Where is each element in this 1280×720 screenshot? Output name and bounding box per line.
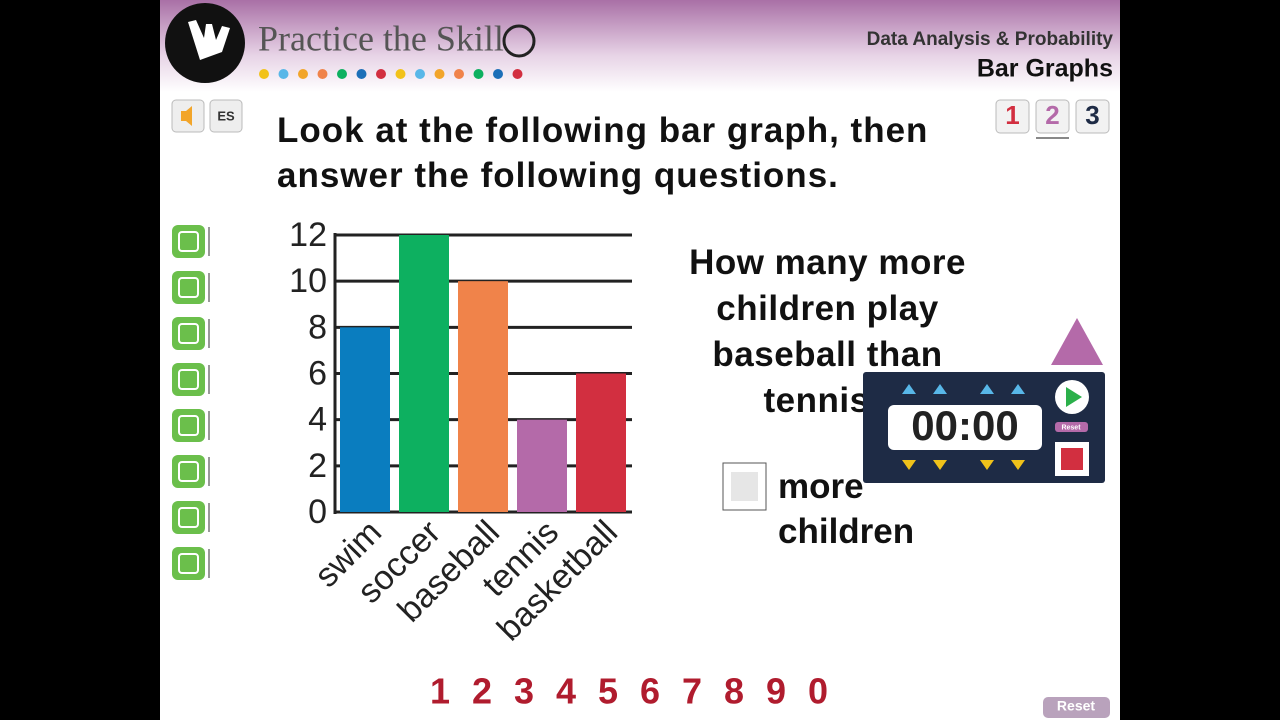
y-tick-label: 4 [308,401,327,439]
decor-dots [259,69,523,79]
tool-button[interactable] [172,363,205,396]
topic: Bar Graphs [977,55,1113,83]
timer-play-icon [1066,387,1082,407]
tool-button[interactable] [172,225,205,258]
decor-dot [454,69,464,79]
timer-display: 00:00 [911,402,1018,449]
y-tick-label: 2 [308,447,327,485]
decor-dot [317,69,328,79]
bar [340,327,390,512]
tool-icon [178,415,199,436]
tool-icon [178,231,199,252]
decor-dot [278,69,289,79]
language-button[interactable] [209,99,243,133]
decor-dot [259,69,269,79]
tool-button[interactable] [172,409,205,442]
page-button[interactable] [1035,99,1070,134]
answer-label: more children [778,467,915,551]
tool-icon [178,461,199,482]
y-tick-label: 0 [308,493,327,531]
decor-dot [434,69,445,79]
keypad-key[interactable]: 2 [472,671,492,712]
stopwatch-icon [502,24,536,58]
content-area [160,0,1120,720]
bar [399,235,449,512]
decor-dot [376,69,386,79]
keypad-key[interactable]: 4 [556,671,576,712]
app-title: Practice the Skill [258,18,504,58]
tool-icon [178,369,199,390]
keypad-key[interactable]: 7 [682,671,702,712]
language-label: ES [217,108,235,123]
y-tick-label: 6 [308,354,327,392]
page-label: 3 [1085,100,1099,130]
bar [576,373,626,512]
keypad-key[interactable]: 8 [724,671,744,712]
tool-icon [178,553,199,574]
keypad-key[interactable]: 1 [430,671,450,712]
tool-icon [178,507,199,528]
subject: Data Analysis & Probability [867,29,1114,50]
y-tick-label: 12 [289,216,327,254]
keypad-key[interactable]: 0 [808,671,828,712]
decor-dot [395,69,406,79]
timer: 00:00 Reset [863,372,1105,483]
page-label: 2 [1045,100,1059,130]
tool-button[interactable] [172,271,205,304]
tool-icon [178,277,199,298]
bar [458,281,508,512]
tool-button[interactable] [172,501,205,534]
decor-dot [356,69,367,79]
tool-icon [178,323,199,344]
page-button[interactable] [1075,99,1110,134]
y-tick-label: 8 [308,308,327,346]
y-tick-label: 10 [289,262,327,300]
tool-button[interactable] [172,455,205,488]
page-label: 1 [1005,100,1019,130]
answer-input[interactable] [731,472,758,501]
timer-display-box [888,405,1042,450]
reset-label: Reset [1057,698,1095,714]
decor-dot [415,69,425,79]
keypad-key[interactable]: 9 [766,671,786,712]
decor-dot [298,69,308,79]
keypad-key[interactable]: 3 [514,671,534,712]
timer-stop-icon [1061,448,1083,470]
reset-button[interactable] [1043,697,1110,718]
decor-dot [337,69,347,79]
audio-icon [181,106,192,126]
timer-reset[interactable] [1055,422,1088,432]
scroll-up[interactable] [1051,318,1103,365]
keypad-key[interactable]: 5 [598,671,618,712]
instruction: Look at the following bar graph, then an… [277,111,929,195]
decor-dot [512,69,523,79]
tool-button[interactable] [172,547,205,580]
decor-dot [473,69,484,79]
timer-reset-label: Reset [1061,424,1081,431]
page-button[interactable] [995,99,1030,134]
timer-down-arrows[interactable] [902,460,1025,470]
timer-up-arrows[interactable] [902,384,1025,394]
tool-button[interactable] [172,317,205,350]
decor-dot [493,69,503,79]
logo-hand [188,20,230,60]
bar [517,419,567,512]
keypad-key[interactable]: 6 [640,671,660,712]
